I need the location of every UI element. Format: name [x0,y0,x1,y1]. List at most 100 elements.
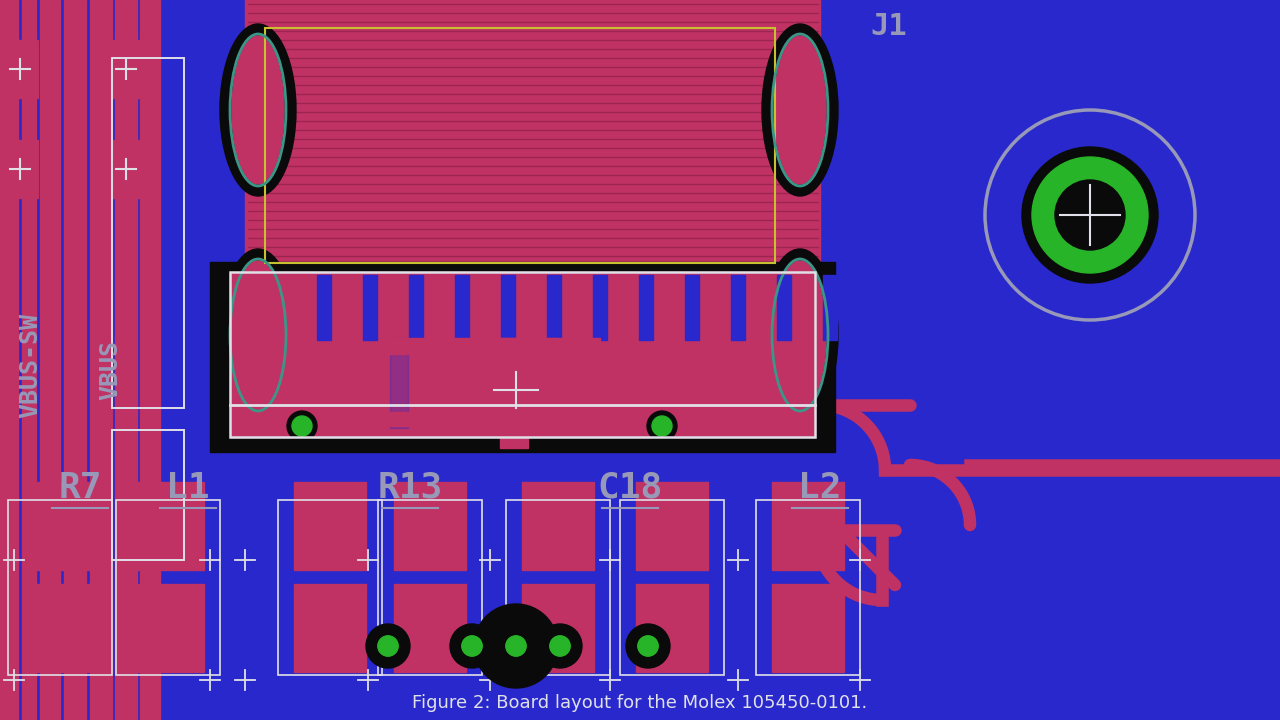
Circle shape [637,636,658,656]
Bar [777,275,791,340]
Circle shape [292,416,312,436]
Ellipse shape [232,36,284,184]
Bar [113,430,184,560]
Ellipse shape [232,261,284,409]
Bar [22,0,36,720]
Circle shape [287,411,317,441]
Circle shape [637,636,658,656]
Bar [500,275,515,340]
Bar [108,140,143,198]
Ellipse shape [774,36,826,184]
Bar [390,338,408,428]
Ellipse shape [220,249,296,421]
Circle shape [462,636,483,656]
Circle shape [457,631,486,661]
Circle shape [550,636,570,656]
Bar [116,500,220,675]
Circle shape [474,604,558,688]
Ellipse shape [762,24,838,196]
Ellipse shape [762,249,838,421]
Bar [772,584,844,672]
Bar [563,338,575,428]
Bar [317,275,332,340]
Bar [390,338,408,428]
Circle shape [1021,147,1158,283]
Bar [24,584,96,672]
Circle shape [378,636,398,656]
Bar [244,0,820,265]
Bar [823,275,837,340]
Bar [108,40,143,98]
Bar [685,275,699,340]
Bar [132,482,204,570]
Bar [3,40,38,98]
Bar [40,0,60,720]
Bar [0,0,18,720]
Circle shape [366,624,410,668]
Bar [3,140,38,198]
Bar [265,28,774,263]
Bar [581,338,593,428]
Circle shape [506,636,526,656]
Bar [364,275,378,340]
Text: VBUS-SW: VBUS-SW [18,312,42,418]
Circle shape [506,636,526,656]
Circle shape [652,416,672,436]
Circle shape [1032,157,1148,273]
Text: C18: C18 [598,471,663,505]
Text: Figure 2: Board layout for the Molex 105450-0101.: Figure 2: Board layout for the Molex 105… [412,694,868,712]
Circle shape [545,631,575,661]
Bar [90,0,113,720]
Bar [278,500,381,675]
Bar [522,584,594,672]
Ellipse shape [220,24,296,196]
Bar [731,275,745,340]
Bar [547,275,561,340]
Bar [394,584,466,672]
Bar [394,482,466,570]
Circle shape [634,631,663,661]
Text: R7: R7 [59,471,101,505]
Bar [24,482,96,570]
Bar [636,482,708,570]
Bar [113,58,184,408]
Bar [140,0,160,720]
Bar [522,482,594,570]
Text: L1: L1 [166,471,210,505]
Bar [380,338,600,354]
Circle shape [372,631,403,661]
Circle shape [1055,180,1125,250]
Circle shape [451,624,494,668]
Circle shape [538,624,582,668]
Bar [294,482,366,570]
Bar [378,500,483,675]
Bar [772,482,844,570]
Bar [756,500,860,675]
Bar [500,338,515,448]
Bar [132,584,204,672]
Ellipse shape [774,261,826,409]
Bar [410,275,422,340]
Bar [230,272,815,437]
Bar [294,584,366,672]
Bar [210,262,835,452]
Circle shape [626,624,669,668]
Circle shape [500,631,531,661]
Bar [115,0,137,720]
Bar [620,500,724,675]
Bar [639,275,653,340]
Circle shape [550,636,570,656]
Text: J1: J1 [870,12,906,41]
Text: R13: R13 [378,471,443,505]
Bar [593,275,607,340]
Text: L2: L2 [799,471,842,505]
Bar [230,272,815,437]
Bar [8,500,113,675]
Text: VBUS: VBUS [99,340,122,400]
Bar [636,584,708,672]
Bar [515,338,529,448]
Circle shape [462,636,483,656]
Bar [64,0,86,720]
Bar [545,338,557,428]
Circle shape [646,411,677,441]
